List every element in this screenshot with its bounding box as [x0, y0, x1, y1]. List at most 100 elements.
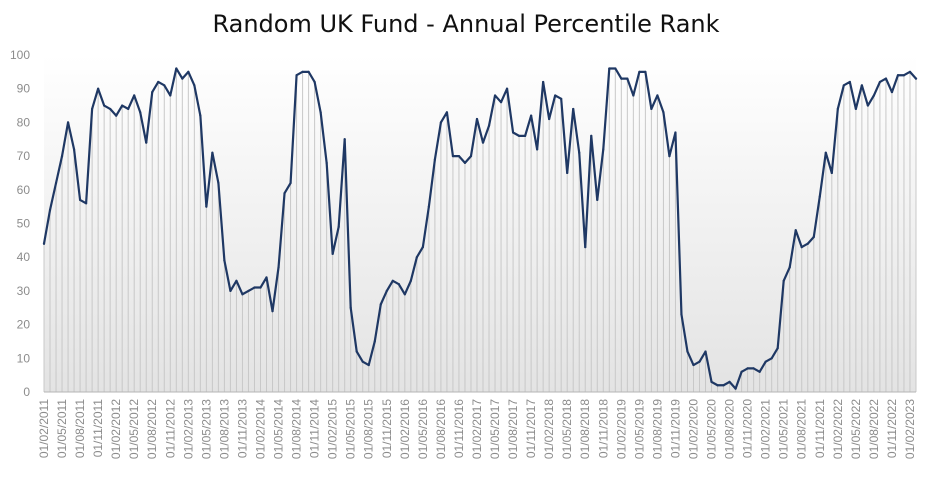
x-tick-label: 01/05/2012	[127, 399, 141, 459]
data-point	[391, 279, 394, 282]
data-point	[596, 198, 599, 202]
data-point	[554, 94, 557, 97]
data-point	[373, 340, 376, 343]
data-point	[97, 87, 100, 90]
x-tick-label: 01/05/2013	[199, 399, 213, 459]
data-point	[656, 94, 659, 97]
x-tick-label: 01/02/2012	[109, 399, 123, 459]
x-tick-label: 01/08/2012	[145, 399, 159, 459]
data-point	[560, 97, 563, 100]
data-point	[211, 151, 214, 154]
y-tick-label: 40	[17, 250, 31, 264]
x-tick-label: 01/08/2016	[434, 399, 448, 459]
x-tick-label: 01/02/2016	[398, 399, 412, 459]
x-tick-label: 01/05/2022	[849, 399, 863, 459]
data-point	[812, 235, 815, 239]
data-point	[572, 107, 575, 111]
x-tick-label: 01/11/2019	[668, 399, 682, 458]
x-tick-label: 01/11/2021	[813, 399, 827, 458]
data-point	[469, 155, 473, 158]
data-point	[740, 370, 743, 373]
data-point	[271, 310, 274, 313]
data-point	[505, 87, 509, 90]
data-point	[614, 67, 617, 70]
data-point	[638, 70, 641, 73]
data-point	[121, 104, 124, 107]
x-tick-label: 01/02/2011	[37, 399, 51, 458]
data-point	[866, 104, 869, 107]
y-tick-label: 30	[17, 284, 31, 298]
x-tick-label: 01/08/2018	[578, 399, 592, 459]
data-point	[686, 350, 689, 353]
data-point	[343, 138, 346, 141]
data-point	[674, 131, 677, 134]
data-point	[650, 107, 653, 111]
data-point	[295, 74, 298, 77]
data-point	[103, 104, 106, 107]
data-point	[493, 94, 497, 97]
data-point	[349, 306, 352, 309]
data-point	[487, 124, 491, 127]
data-point	[139, 111, 142, 114]
data-point	[385, 289, 388, 292]
data-point	[277, 266, 280, 269]
data-point	[379, 303, 382, 306]
x-tick-label: 01/08/2013	[217, 399, 231, 459]
data-point	[800, 245, 803, 249]
data-point	[860, 84, 863, 87]
data-point	[199, 114, 202, 117]
data-point	[66, 121, 70, 124]
y-tick-label: 10	[17, 351, 31, 365]
data-point	[764, 360, 767, 363]
data-point	[824, 151, 827, 154]
x-tick-label: 01/05/2020	[705, 399, 719, 459]
data-point	[409, 279, 412, 282]
x-tick-label: 01/11/2018	[596, 399, 610, 458]
x-tick-label: 01/02/2019	[614, 399, 628, 459]
data-point	[770, 357, 773, 360]
x-tick-label: 01/11/2012	[163, 399, 177, 458]
data-point	[602, 148, 605, 151]
data-point	[902, 74, 906, 77]
data-point	[499, 101, 503, 104]
data-point	[914, 77, 918, 80]
x-tick-label: 01/08/2015	[362, 399, 376, 459]
x-axis-ticks: 01/02/2011 01/05/2011 01/08/2011 01/11/2011…	[37, 399, 917, 459]
data-point	[632, 94, 635, 97]
data-point	[548, 117, 551, 121]
x-tick-label: 01/02/2017	[470, 399, 484, 459]
data-point	[584, 245, 587, 249]
x-tick-label: 01/11/2014	[308, 399, 322, 458]
data-point	[854, 107, 857, 111]
data-point	[536, 148, 539, 151]
data-point	[734, 387, 737, 390]
data-point	[542, 80, 545, 84]
data-point	[782, 279, 785, 282]
y-tick-label: 70	[17, 149, 31, 163]
data-point	[445, 111, 449, 114]
data-point	[752, 367, 755, 370]
data-point	[794, 229, 797, 232]
data-point	[620, 77, 623, 80]
data-point	[133, 94, 136, 97]
x-tick-label: 01/11/2020	[741, 399, 755, 458]
data-point	[716, 384, 719, 387]
data-point	[590, 134, 593, 137]
data-point	[253, 286, 256, 289]
x-tick-label: 01/05/2011	[55, 399, 69, 458]
data-point	[836, 107, 839, 111]
x-tick-label: 01/08/2017	[506, 399, 520, 459]
x-tick-label: 01/05/2019	[632, 399, 646, 459]
y-tick-label: 20	[17, 318, 31, 332]
data-point	[511, 131, 515, 134]
data-point	[331, 252, 334, 255]
data-point	[115, 114, 118, 117]
data-point	[259, 286, 262, 289]
data-point	[704, 350, 707, 353]
data-point	[361, 360, 364, 363]
data-point	[896, 74, 900, 77]
data-point	[175, 67, 178, 70]
data-point	[842, 84, 845, 87]
x-tick-label: 01/11/2022	[885, 399, 899, 458]
